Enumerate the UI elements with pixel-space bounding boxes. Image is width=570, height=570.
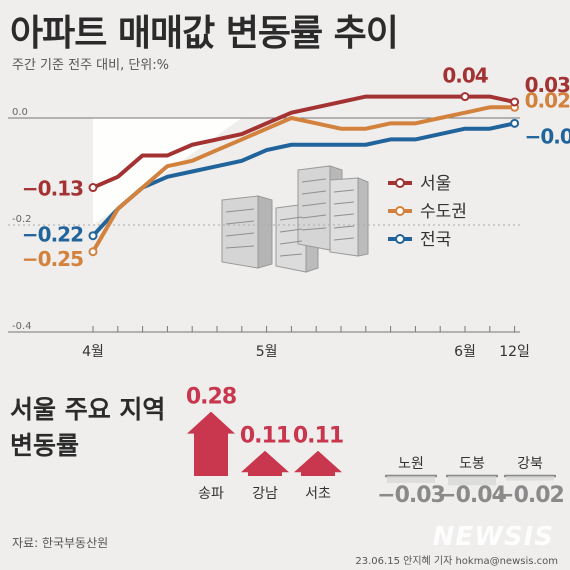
x-tick-label: 6월 [454, 344, 476, 360]
bar-up-arrow [187, 411, 235, 476]
bar-category-label: 강북 [517, 456, 543, 472]
legend-entry: 서울 [420, 174, 451, 194]
chart-subtitle: 주간 기준 전주 대비, 단위:% [12, 58, 169, 73]
legend-swatch-dot [395, 178, 405, 188]
bar-up-arrow [294, 450, 342, 476]
bar-value-label: −0.03 [377, 483, 445, 508]
legend-swatch-dot [395, 206, 405, 216]
x-tick-label: 5월 [256, 344, 278, 360]
data-label: −0.01 [525, 124, 570, 148]
data-point [510, 97, 520, 107]
data-point [88, 247, 98, 257]
data-point [510, 118, 520, 128]
bar-chart-title-line-2: 변동률 [10, 431, 80, 460]
bar-value-label: −0.04 [438, 483, 506, 508]
bar-chart: 0.28 송파 0.11 강남 0.11 서초 노원 −0.03 도봉 −0.04 강북 −0.02 [186, 385, 565, 508]
bar-category-label: 서초 [305, 486, 331, 502]
x-tick-label: 12일 [499, 344, 530, 360]
data-point [88, 183, 98, 193]
legend-swatch-dot [395, 234, 405, 244]
page-title: 아파트 매매값 변동률 추이 [10, 13, 399, 54]
legend-entry: 전국 [420, 230, 451, 250]
y-tick-label: -0.2 [12, 214, 32, 225]
x-tick-label: 4월 [82, 344, 104, 360]
y-tick-label: -0.4 [12, 321, 32, 332]
apartment-buildings-icon [221, 165, 369, 273]
data-label: 0.03 [525, 73, 570, 97]
data-point [460, 92, 470, 102]
bar-category-label: 송파 [198, 486, 224, 502]
y-tick-label: 0.0 [12, 107, 28, 118]
data-label: −0.13 [22, 177, 83, 201]
data-label: −0.22 [22, 223, 83, 247]
bar-category-label: 노원 [398, 456, 424, 472]
bar-value-label: 0.11 [240, 424, 290, 449]
source-note: 자료: 한국부동산원 [12, 536, 109, 550]
series-line-1 [91, 105, 515, 253]
bar-category-label: 도봉 [459, 456, 485, 472]
bar-value-label: 0.11 [293, 424, 343, 449]
bar-down [448, 476, 496, 486]
line-chart: 0.0 -0.2 -0.4 4월 5월 6월 12일 −0.13 0.04 0.03 −0.25 0.… [8, 64, 570, 360]
bar-value-label: −0.02 [496, 483, 564, 508]
bar-down [506, 476, 554, 481]
credit-line: 23.06.15 안지혜 기자 hokma@newsis.com [355, 556, 558, 567]
bar-down [387, 476, 435, 483]
series-line-2 [91, 121, 516, 238]
bar-chart-title: 서울 주요 지역 변동률 [10, 392, 165, 464]
bar-up-arrow [241, 450, 289, 476]
newsis-watermark: NEWSIS [432, 522, 554, 552]
data-point [88, 231, 98, 241]
bar-value-label: 0.28 [186, 385, 236, 410]
series-line-0 [92, 94, 516, 190]
data-label: 0.02 [525, 88, 570, 112]
data-label: 0.04 [442, 64, 487, 88]
legend-entry: 수도권 [420, 202, 467, 222]
bar-category-label: 강남 [252, 486, 278, 502]
data-label: −0.25 [22, 247, 83, 271]
bar-chart-title-line-1: 서울 주요 지역 [10, 395, 166, 424]
